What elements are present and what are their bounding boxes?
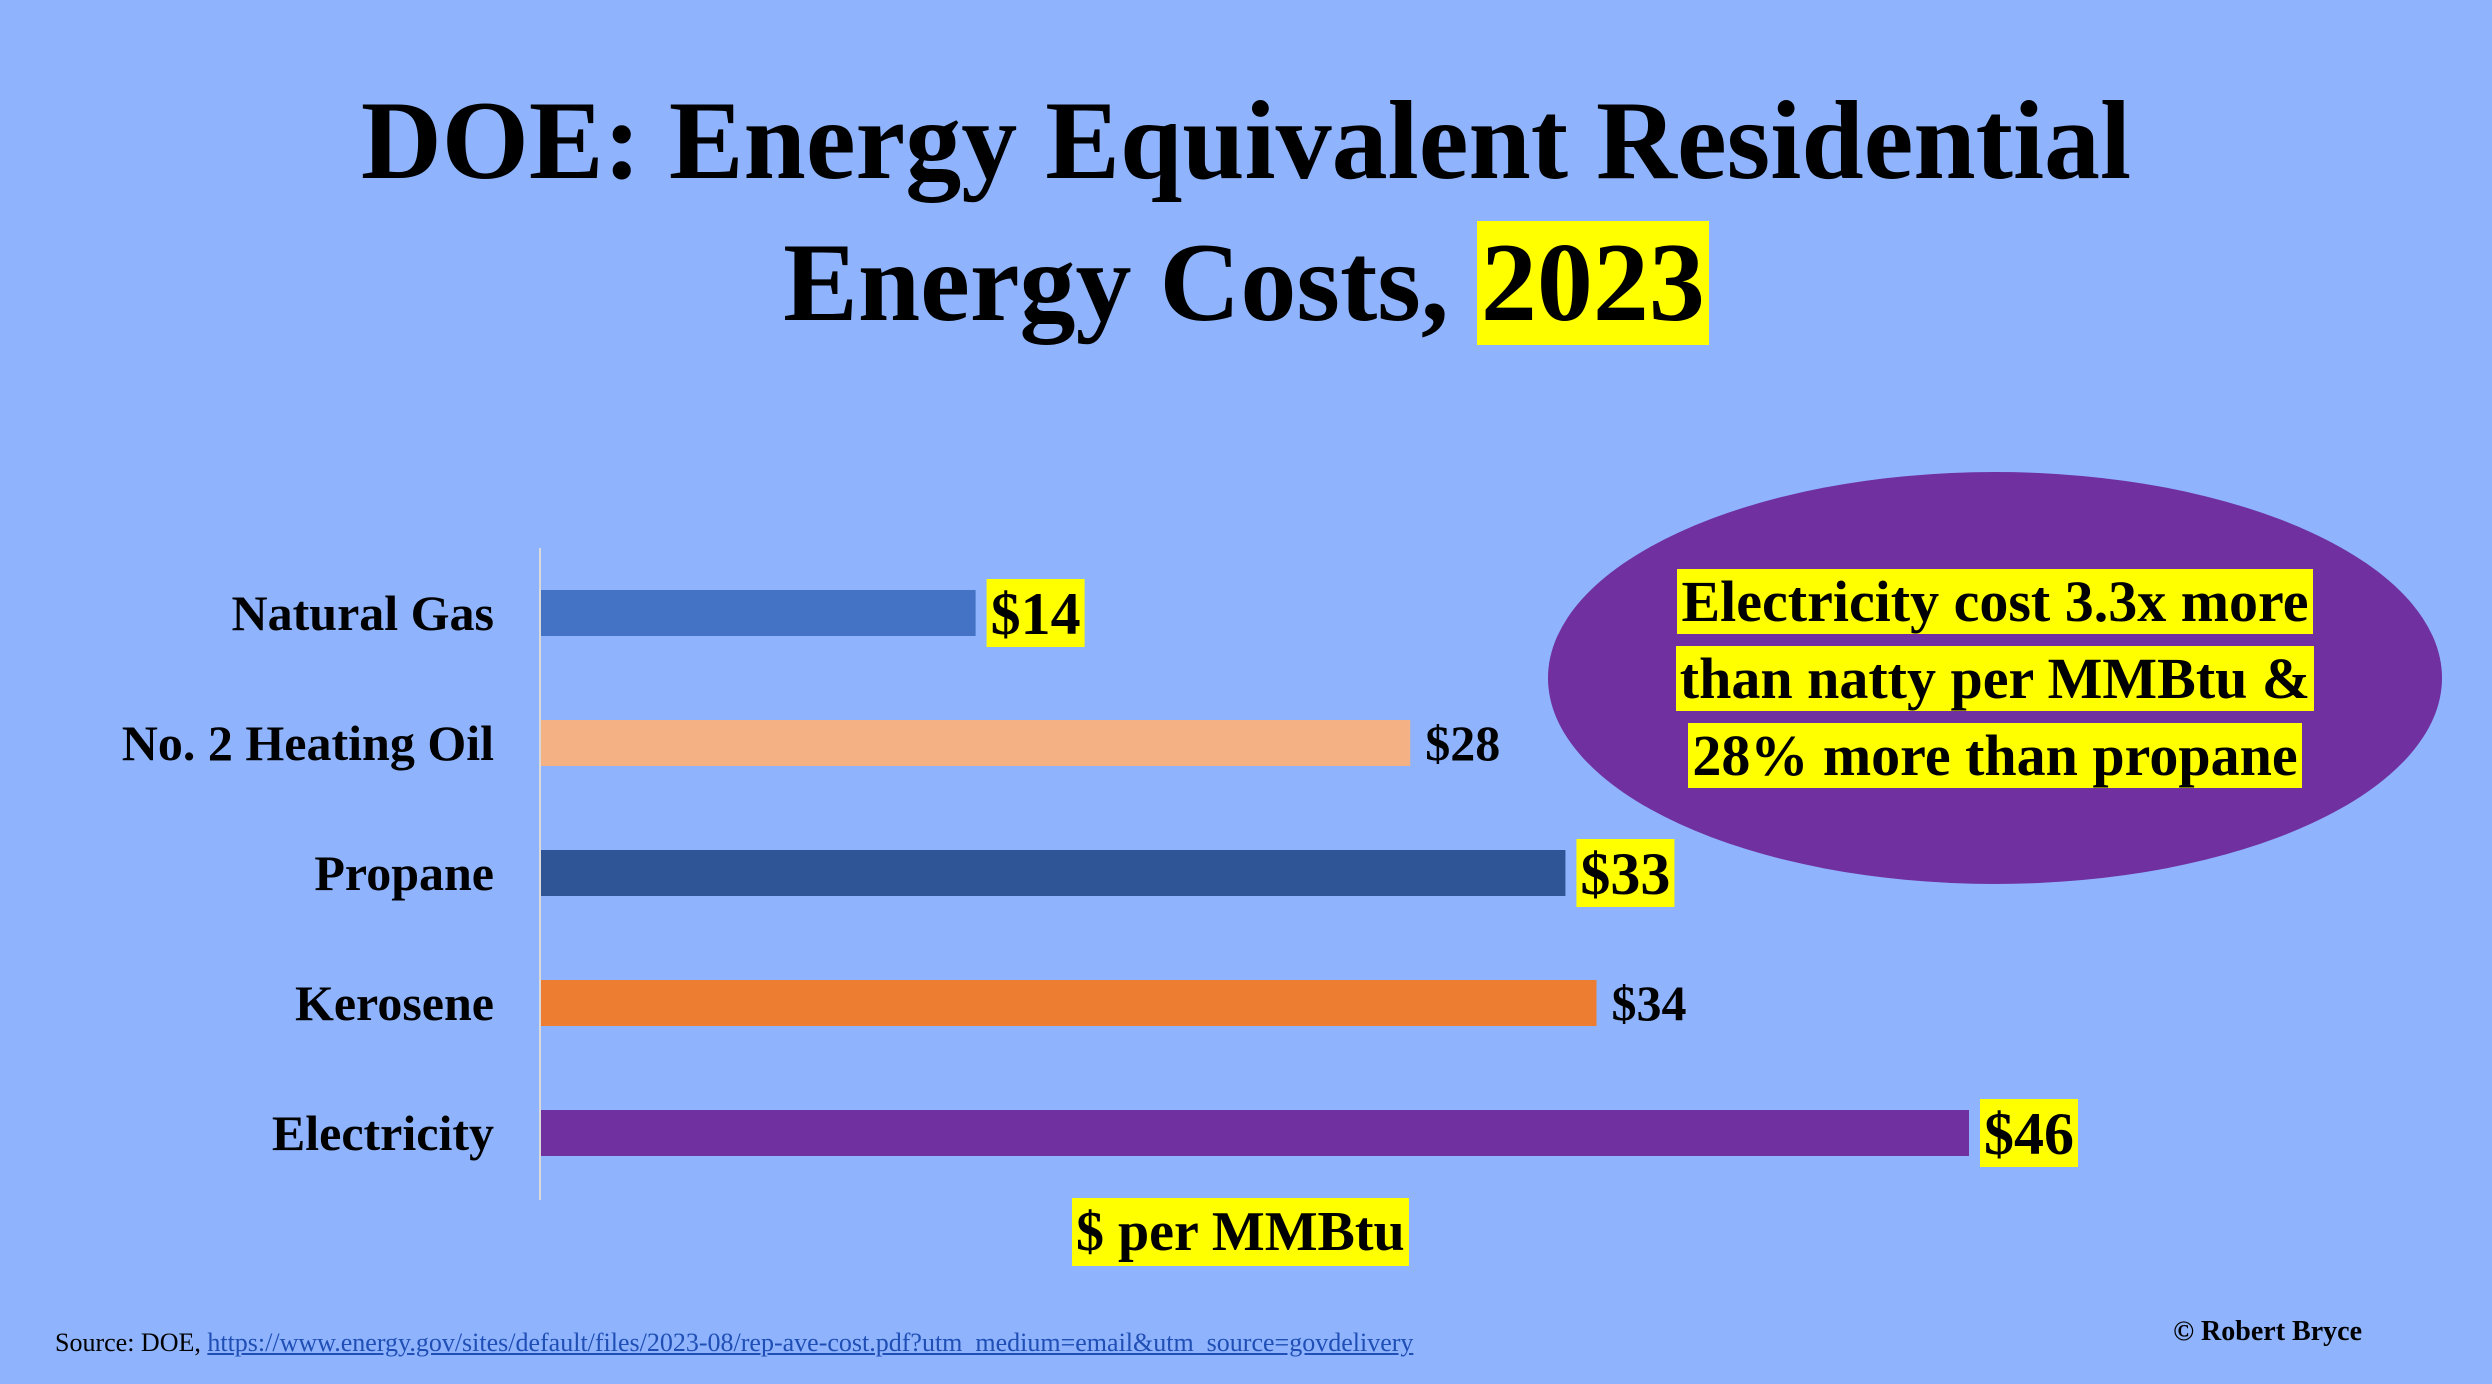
- category-label-propane: Propane: [314, 845, 494, 901]
- source-prefix: Source: DOE,: [55, 1328, 208, 1357]
- category-label-kerosene: Kerosene: [295, 975, 494, 1031]
- chart-title: DOE: Energy Equivalent Residential Energ…: [0, 70, 2492, 354]
- value-label-no-2-heating-oil: $28: [1425, 715, 1500, 771]
- value-label-natural-gas: $14: [991, 581, 1081, 647]
- value-label-electricity: $46: [1984, 1101, 2074, 1167]
- copyright: © Robert Bryce: [2173, 1316, 2362, 1347]
- source-note: Source: DOE, https://www.energy.gov/site…: [55, 1328, 1413, 1358]
- bar-propane: [541, 850, 1566, 896]
- category-label-natural-gas: Natural Gas: [232, 585, 495, 641]
- title-line-1: DOE: Energy Equivalent Residential: [360, 79, 2132, 203]
- value-highlight-natural-gas: [986, 579, 1085, 647]
- value-highlight-propane: [1576, 839, 1675, 907]
- value-label-propane: $33: [1580, 841, 1670, 907]
- bar-group: Natural Gas $14 No. 2 Heating Oil $28 Propan…: [122, 579, 2078, 1167]
- value-highlight-electricity: [1980, 1099, 2078, 1167]
- bar-no-2-heating-oil: [541, 720, 1411, 766]
- bar-natural-gas: [541, 590, 976, 636]
- source-link[interactable]: https://www.energy.gov/sites/default/fil…: [207, 1328, 1414, 1357]
- callout-ellipse: Electricity cost 3.3x more than natty pe…: [1548, 472, 2442, 884]
- title-year: 2023: [1476, 221, 1709, 345]
- callout-text: Electricity cost 3.3x more than natty pe…: [1675, 568, 2315, 788]
- value-label-kerosene: $34: [1611, 975, 1686, 1031]
- category-label-electricity: Electricity: [272, 1105, 494, 1161]
- bar-electricity: [541, 1110, 1969, 1156]
- title-line-2-prefix: Energy Costs,: [783, 221, 1477, 345]
- x-axis-label: $ per MMBtu: [1072, 1198, 1409, 1266]
- bar-kerosene: [541, 980, 1597, 1026]
- category-label-no-2-heating-oil: No. 2 Heating Oil: [122, 715, 494, 771]
